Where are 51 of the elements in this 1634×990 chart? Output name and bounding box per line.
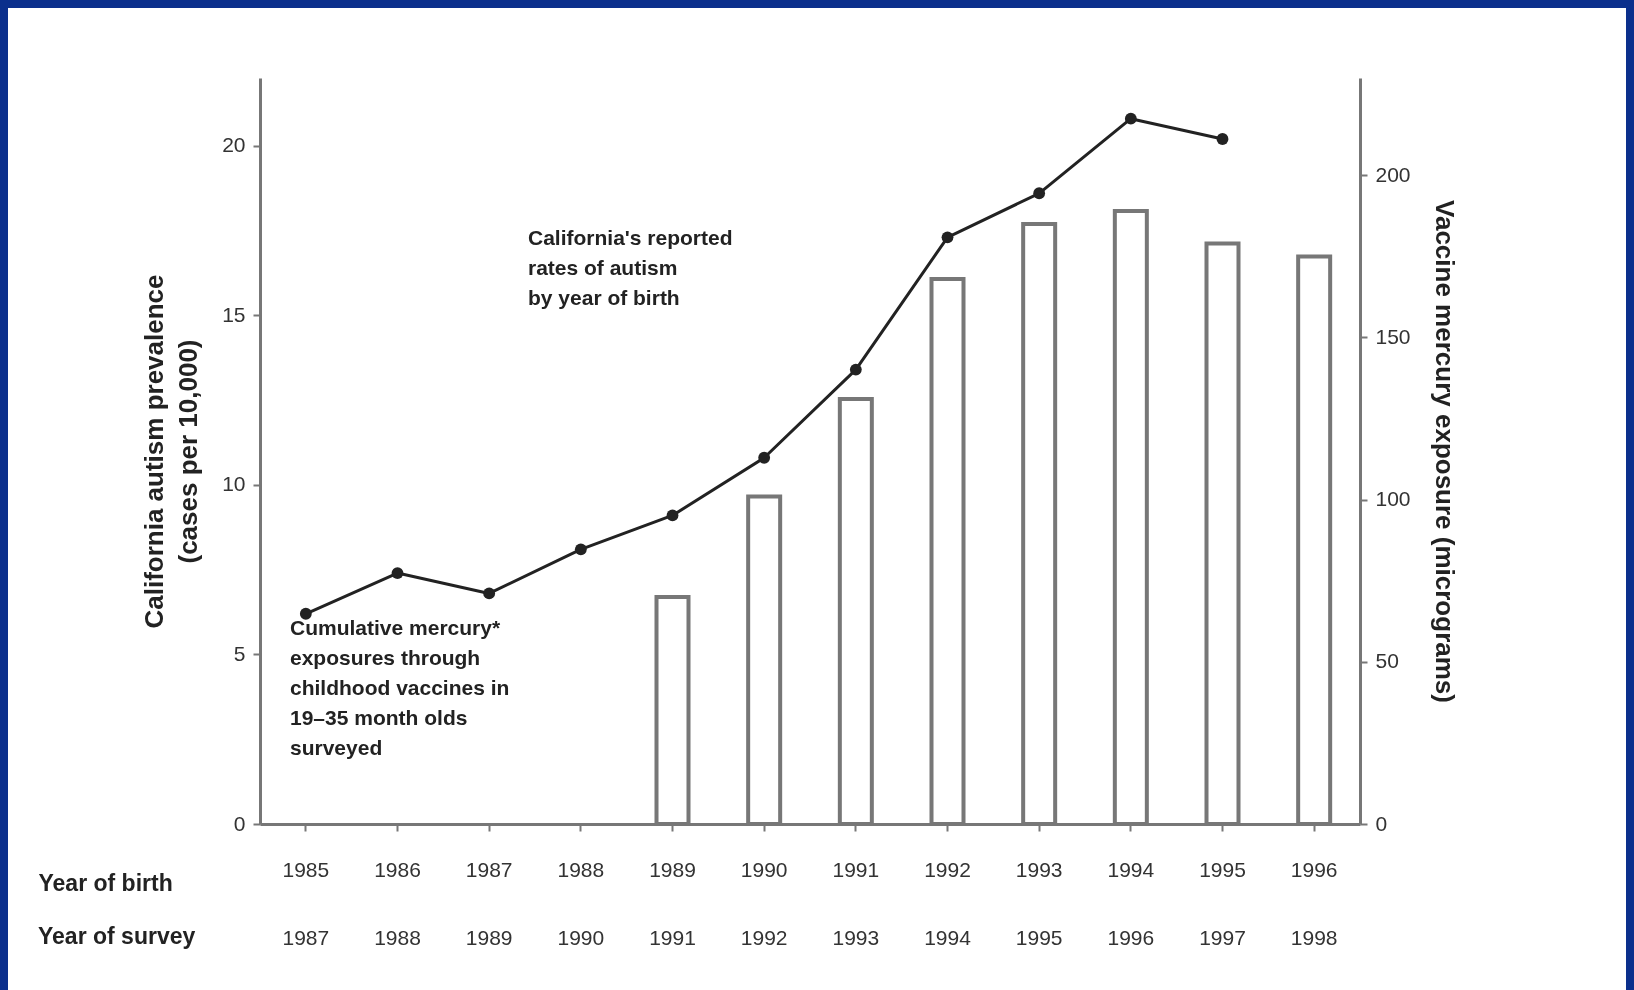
point — [574, 543, 587, 556]
y2-tick-label: 200 — [1375, 162, 1411, 186]
y2-tick-label: 0 — [1375, 811, 1388, 835]
x-tick-label: 1992 — [924, 857, 971, 881]
text: 1993 — [832, 926, 880, 949]
x-tick-label: 1995 — [1199, 857, 1246, 881]
text: 1997 — [1199, 926, 1246, 949]
x-tick-label: 1993 — [1015, 857, 1063, 881]
point — [941, 231, 954, 244]
point — [299, 607, 312, 620]
annotation: Cumulative mercury* exposures through childhood vaccines in 19–35 month olds surveyed — [290, 616, 510, 759]
text: 1996 — [1107, 926, 1155, 949]
x-tick-label: 1989 — [649, 857, 696, 881]
text: 1992 — [740, 926, 788, 949]
x-tick-label: 1987 — [465, 857, 513, 881]
y-tick-label: 15 — [222, 302, 246, 326]
annotation: California's reported rates of autism by year of birth — [528, 226, 733, 309]
x-tick-label: 1990 — [740, 857, 788, 881]
point — [1216, 133, 1229, 145]
x-tick-label: 1991 — [832, 857, 880, 881]
point — [483, 587, 496, 600]
y-tick-label: 5 — [233, 641, 246, 665]
text: 1987 — [282, 926, 330, 949]
y-axis-title: California autism prevalence (cases per 10,000) — [139, 274, 204, 629]
point — [849, 363, 862, 376]
point — [1124, 112, 1137, 125]
point — [666, 509, 679, 522]
y2-tick-label: 50 — [1375, 649, 1399, 673]
text: 1989 — [465, 926, 513, 949]
y2-tick-label: 100 — [1375, 487, 1411, 511]
point — [1033, 187, 1046, 200]
x-axis-title: Year of birth — [38, 869, 173, 896]
text: 1995 — [1015, 926, 1063, 949]
x-tick-label: 1994 — [1107, 857, 1155, 881]
y-tick-label: 20 — [222, 133, 246, 157]
y-tick-label: 0 — [233, 811, 246, 835]
x-tick-label: 1988 — [557, 857, 605, 881]
point — [758, 451, 771, 464]
text: 1990 — [557, 926, 605, 949]
text: 1998 — [1290, 926, 1338, 949]
text: Year of survey — [38, 923, 196, 949]
x-tick-label: 1985 — [282, 857, 330, 881]
text: 1988 — [374, 926, 421, 949]
x-tick-label: 1986 — [374, 857, 421, 881]
text: 1991 — [649, 926, 696, 949]
y2-tick-label: 150 — [1375, 324, 1411, 348]
x-tick-label: 1996 — [1290, 857, 1338, 881]
y-tick-label: 10 — [222, 472, 246, 496]
y2-axis-title: Vaccine mercury exposure (micrograms) — [1429, 200, 1460, 703]
point — [391, 567, 404, 579]
text: 1994 — [924, 926, 972, 949]
